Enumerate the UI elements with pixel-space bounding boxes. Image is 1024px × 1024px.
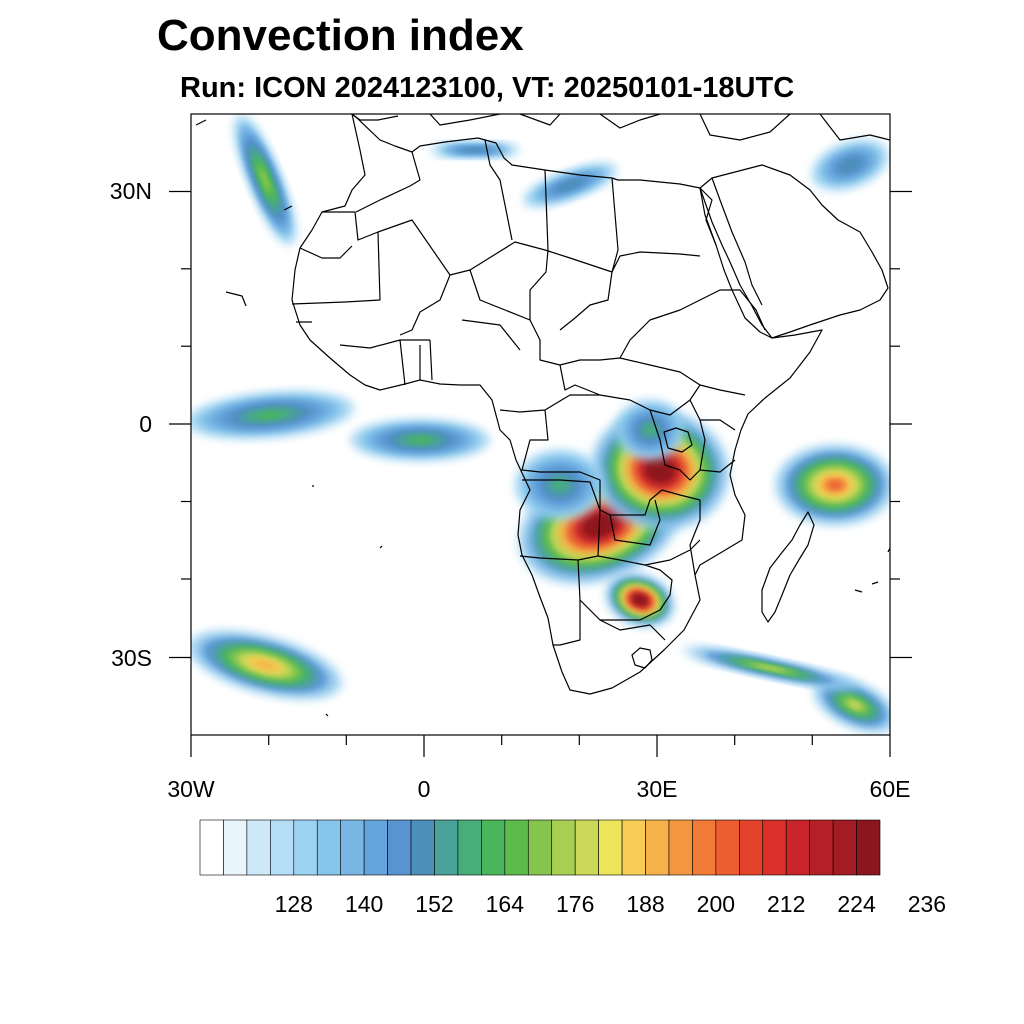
colorbar-box (527, 819, 553, 876)
colorbar-labels: 128 140 152 164 176 188 200 212 224 236 (275, 891, 946, 917)
convection-contour (651, 462, 669, 478)
lake-victoria (663, 427, 693, 453)
colorbar-box (481, 819, 506, 876)
x-tick-labels: 30W 0 30E 60E (167, 776, 910, 802)
islands (195, 119, 890, 717)
convection-contour (467, 148, 483, 152)
colorbar-label: 176 (556, 891, 594, 917)
y-tick-label: 30N (110, 178, 152, 204)
colorbar-box (246, 819, 271, 876)
colorbar-label: 140 (345, 891, 383, 917)
convection-contour (254, 660, 276, 670)
convection-contour (843, 160, 857, 170)
colorbar-box (457, 819, 482, 876)
colorbar-box (316, 819, 341, 876)
colorbar-label: 152 (415, 891, 453, 917)
convection-contour (561, 181, 579, 189)
arabia-coastline (699, 164, 889, 339)
colorbar-box (199, 819, 224, 876)
convection-contour (827, 480, 843, 490)
axis-ticks (169, 190, 912, 757)
colorbar-box (223, 819, 248, 876)
x-tick-label: 0 (418, 776, 431, 802)
convection-contour (258, 411, 282, 419)
madagascar-coastline (761, 511, 815, 623)
colorbar-box (856, 819, 881, 876)
colorbar-label: 200 (697, 891, 735, 917)
convection-blobs (191, 114, 890, 733)
colorbar-box (363, 819, 388, 876)
y-tick-label: 0 (139, 411, 152, 437)
colorbar-box (832, 819, 857, 876)
convection-contour (261, 173, 269, 187)
convection-contour (847, 700, 863, 710)
colorbar-box (340, 819, 365, 876)
convection-contour (754, 664, 786, 672)
y-tick-label: 30S (111, 645, 152, 671)
colorbar-label: 164 (486, 891, 525, 917)
colorbar-box (270, 819, 295, 876)
colorbar-box (434, 819, 459, 876)
red-sea (699, 177, 763, 306)
map-subtitle: Run: ICON 2024123100, VT: 20250101-18UTC (180, 72, 795, 104)
x-tick-label: 30E (637, 776, 678, 802)
colorbar-box (715, 819, 740, 876)
x-tick-label: 30W (167, 776, 215, 802)
colorbar-label: 212 (767, 891, 805, 917)
convection-contour (635, 596, 645, 604)
colorbar-label: 128 (275, 891, 313, 917)
colorbar-box (621, 819, 646, 876)
colorbar-box (785, 819, 810, 876)
convection-contour (589, 517, 611, 533)
colorbar-box (762, 819, 787, 876)
colorbar-box (551, 819, 576, 876)
colorbar-box (645, 819, 670, 876)
colorbar-box (598, 819, 623, 876)
africa-coastline (291, 114, 823, 695)
x-tick-label: 60E (870, 776, 911, 802)
colorbar-box (410, 819, 435, 876)
colorbar (199, 819, 881, 876)
map-title: Convection index (157, 11, 524, 60)
country-borders (291, 139, 766, 646)
colorbar-box (739, 819, 764, 876)
colorbar-label: 188 (626, 891, 664, 917)
colorbar-box (668, 819, 693, 876)
coastlines-and-borders (195, 114, 890, 717)
colorbar-label: 236 (908, 891, 946, 917)
colorbar-box (293, 819, 318, 876)
colorbar-box (387, 819, 412, 876)
europe-coastline (351, 114, 890, 141)
convection-contour (553, 479, 567, 491)
lesotho-border (631, 647, 653, 669)
convection-contour (644, 425, 656, 435)
colorbar-box (692, 819, 717, 876)
convection-shading-layer (191, 114, 890, 733)
colorbar-box (504, 819, 529, 876)
colorbar-box (574, 819, 599, 876)
y-tick-labels: 30N 0 30S (110, 178, 152, 671)
colorbar-box (809, 819, 834, 876)
colorbar-label: 224 (837, 891, 876, 917)
convection-contour (410, 437, 430, 443)
